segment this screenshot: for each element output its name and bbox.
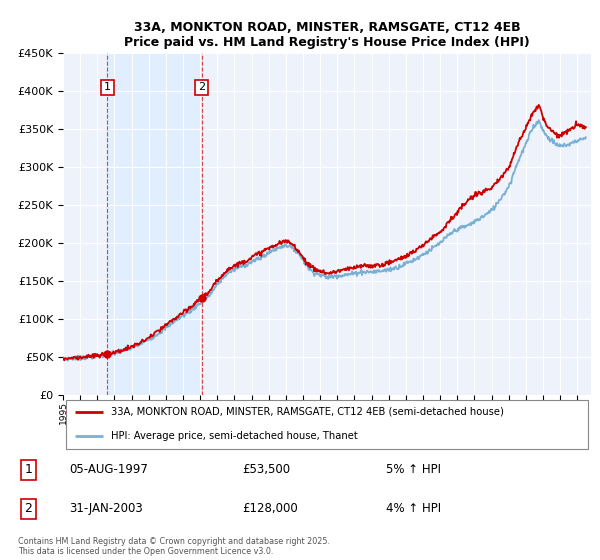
Text: 2: 2 — [198, 82, 205, 92]
Text: 05-AUG-1997: 05-AUG-1997 — [70, 463, 148, 477]
Text: 4% ↑ HPI: 4% ↑ HPI — [386, 502, 442, 515]
Text: HPI: Average price, semi-detached house, Thanet: HPI: Average price, semi-detached house,… — [110, 431, 357, 441]
Text: £53,500: £53,500 — [242, 463, 290, 477]
Text: 1: 1 — [104, 82, 111, 92]
Text: 31-JAN-2003: 31-JAN-2003 — [70, 502, 143, 515]
Text: 5% ↑ HPI: 5% ↑ HPI — [386, 463, 442, 477]
Bar — [107, 53, 202, 395]
Text: 33A, MONKTON ROAD, MINSTER, RAMSGATE, CT12 4EB (semi-detached house): 33A, MONKTON ROAD, MINSTER, RAMSGATE, CT… — [110, 407, 503, 417]
Text: £128,000: £128,000 — [242, 502, 298, 515]
Text: 1: 1 — [24, 463, 32, 477]
FancyBboxPatch shape — [65, 400, 589, 449]
Title: 33A, MONKTON ROAD, MINSTER, RAMSGATE, CT12 4EB
Price paid vs. HM Land Registry's: 33A, MONKTON ROAD, MINSTER, RAMSGATE, CT… — [124, 21, 530, 49]
Text: 2: 2 — [24, 502, 32, 515]
Text: Contains HM Land Registry data © Crown copyright and database right 2025.
This d: Contains HM Land Registry data © Crown c… — [18, 536, 330, 556]
